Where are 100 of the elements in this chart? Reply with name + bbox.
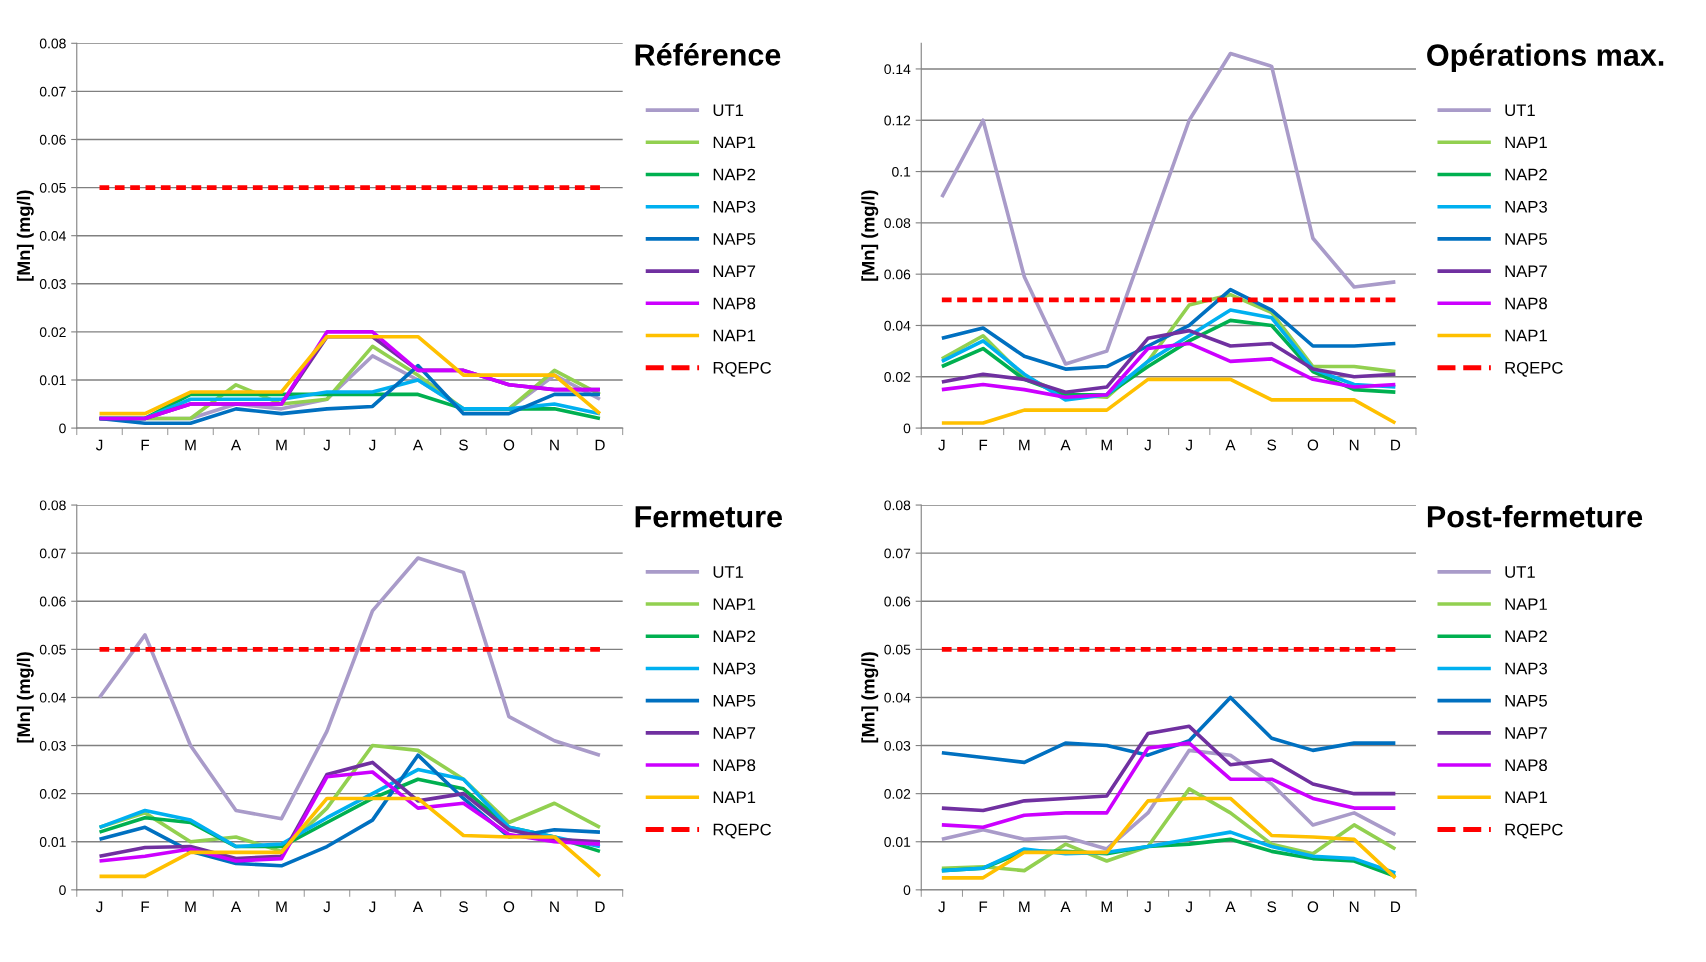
- line-series: [940, 328, 1398, 394]
- line-series: [97, 556, 602, 821]
- line-series: [940, 748, 1398, 851]
- legend-label: NAP1: [1505, 791, 1547, 804]
- x-tick-label: S: [459, 439, 468, 451]
- x-tick-label: J: [1144, 439, 1151, 451]
- x-tick-label: M: [1101, 439, 1112, 451]
- y-tick-label: 0.08: [39, 500, 66, 511]
- legend-label: UT1: [713, 104, 744, 117]
- x-tick-label: A: [1225, 901, 1236, 913]
- x-tick-label: J: [938, 439, 945, 451]
- legend-label: NAP5: [1505, 233, 1547, 245]
- y-tick-label: 0.08: [884, 218, 911, 229]
- legend-label: NAP8: [713, 297, 756, 310]
- x-tick-label: J: [323, 439, 330, 451]
- legend-label: NAP2: [1505, 630, 1547, 643]
- legend-label: NAP5: [713, 695, 756, 707]
- y-tick-label: 0.03: [39, 740, 66, 751]
- x-tick-label: M: [276, 901, 287, 913]
- y-tick-label: 0.02: [39, 327, 66, 338]
- x-tick-label: S: [1267, 901, 1277, 913]
- legend-label: RQEPC: [1505, 823, 1563, 839]
- legend-label: NAP1: [713, 329, 756, 342]
- legend-label: NAP5: [1505, 695, 1547, 707]
- y-tick-label: 0.03: [39, 279, 66, 289]
- y-tick-label: 0.04: [39, 231, 66, 241]
- x-tick-label: J: [95, 439, 103, 451]
- text: Fermeture: [635, 506, 782, 528]
- legend-label: NAP7: [1505, 265, 1547, 277]
- x-tick-label: N: [550, 439, 559, 451]
- y-tick-label: 0: [903, 885, 911, 896]
- legend-label: NAP1: [1505, 329, 1547, 342]
- y-tick-label: 0.07: [884, 548, 911, 559]
- line-series: [940, 377, 1398, 425]
- y-tick-label: 0.06: [884, 596, 911, 607]
- x-tick-label: J: [368, 439, 376, 451]
- legend-label: RQEPC: [713, 361, 772, 377]
- x-tick-label: A: [1060, 439, 1071, 451]
- x-tick-label: A: [1225, 439, 1236, 451]
- legend-label: NAP3: [713, 200, 756, 213]
- legend-label: NAP2: [1505, 168, 1547, 181]
- x-tick-label: A: [230, 901, 242, 913]
- x-tick-label: F: [141, 439, 150, 451]
- y-tick-label: 0.04: [39, 692, 66, 703]
- x-tick-label: M: [185, 901, 196, 913]
- x-tick-label: O: [503, 439, 515, 451]
- x-tick-label: O: [503, 901, 515, 913]
- x-tick-label: D: [1391, 901, 1401, 913]
- x-tick-label: F: [979, 901, 988, 913]
- y-tick-label: 0.04: [884, 320, 911, 331]
- x-tick-label: J: [1185, 901, 1192, 913]
- x-tick-label: N: [550, 901, 559, 913]
- y-tick-label: 0.02: [39, 788, 66, 799]
- y-tick-label: 0: [903, 423, 911, 434]
- x-tick-label: J: [938, 901, 945, 913]
- x-tick-label: A: [1060, 901, 1071, 913]
- legend-label: NAP8: [1505, 297, 1547, 310]
- legend-label: RQEPC: [713, 823, 772, 839]
- line-series: [940, 796, 1398, 880]
- line-series: [97, 363, 602, 426]
- line-series: [940, 741, 1398, 830]
- y-tick-label: 0.08: [39, 38, 66, 49]
- x-tick-label: M: [1101, 901, 1112, 913]
- y-tick-label: 0.02: [884, 372, 911, 382]
- y-tick-label: 0.12: [884, 115, 911, 126]
- x-tick-label: A: [230, 439, 242, 451]
- x-tick-label: S: [459, 901, 468, 913]
- x-tick-label: J: [368, 901, 376, 913]
- legend-label: NAP1: [713, 136, 756, 149]
- y-axis-title: [Mn] (mg/l): [861, 190, 879, 281]
- y-tick-label: 0.06: [39, 134, 66, 145]
- y-tick-label: 0.05: [39, 182, 66, 193]
- legend-label: NAP7: [713, 727, 756, 739]
- y-tick-label: 0.07: [39, 86, 66, 97]
- x-tick-label: M: [1019, 901, 1030, 913]
- legend-label: UT1: [1505, 566, 1535, 578]
- y-tick-label: 0.14: [884, 64, 911, 75]
- y-tick-label: 0: [59, 423, 66, 434]
- legend-label: NAP1: [713, 598, 756, 610]
- y-tick-label: 0.05: [39, 644, 66, 655]
- legend-label: UT1: [1505, 104, 1535, 117]
- y-tick-label: 0: [59, 885, 66, 896]
- legend-label: NAP7: [1505, 727, 1547, 739]
- y-tick-label: 0.05: [884, 644, 911, 655]
- legend-label: NAP1: [1505, 136, 1547, 149]
- y-tick-label: 0.06: [884, 269, 911, 280]
- legend-label: NAP1: [1505, 598, 1547, 610]
- x-tick-label: D: [595, 439, 605, 451]
- x-tick-label: A: [412, 439, 424, 451]
- x-tick-label: J: [323, 901, 330, 913]
- line-series: [940, 341, 1398, 400]
- x-tick-label: M: [1019, 439, 1030, 451]
- x-tick-label: J: [95, 901, 103, 913]
- x-tick-label: M: [185, 439, 196, 451]
- y-tick-label: 0.06: [39, 596, 66, 607]
- y-tick-label: 0.01: [39, 375, 66, 386]
- y-tick-label: 0.01: [884, 837, 911, 847]
- x-tick-label: S: [1267, 439, 1277, 451]
- x-tick-label: J: [1144, 901, 1151, 913]
- x-tick-label: O: [1307, 901, 1319, 913]
